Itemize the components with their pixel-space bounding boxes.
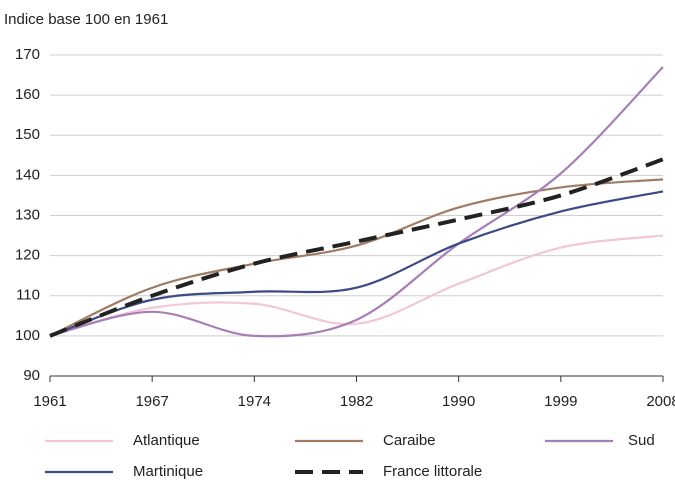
y-tick-label: 160 [15,86,40,103]
x-tick-label: 1961 [33,393,66,410]
legend-label: Atlantique [133,432,200,449]
y-tick-label: 150 [15,126,40,143]
y-axis-label: Indice base 100 en 1961 [4,11,168,28]
legend-label: Caraibe [383,432,436,449]
legend-label: France littorale [383,463,482,480]
y-tick-label: 130 [15,206,40,223]
x-tick-label: 1967 [135,393,168,410]
x-tick-label: 2008 [646,393,675,410]
x-tick-label: 1999 [544,393,577,410]
series-line [49,66,664,338]
legend-label: Sud [628,432,655,449]
y-tick-label: 90 [23,367,40,384]
y-tick-label: 100 [15,327,40,344]
x-tick-label: 1990 [442,393,475,410]
series-line [49,157,664,338]
series-line [49,190,664,337]
y-tick-label: 120 [15,247,40,264]
series-line [49,178,664,337]
y-tick-label: 170 [15,46,40,63]
x-tick-label: 1974 [238,393,271,410]
series-line [49,234,664,337]
x-tick-label: 1982 [340,393,373,410]
y-tick-label: 140 [15,166,40,183]
y-tick-label: 110 [16,287,40,304]
legend-label: Martinique [133,463,203,480]
